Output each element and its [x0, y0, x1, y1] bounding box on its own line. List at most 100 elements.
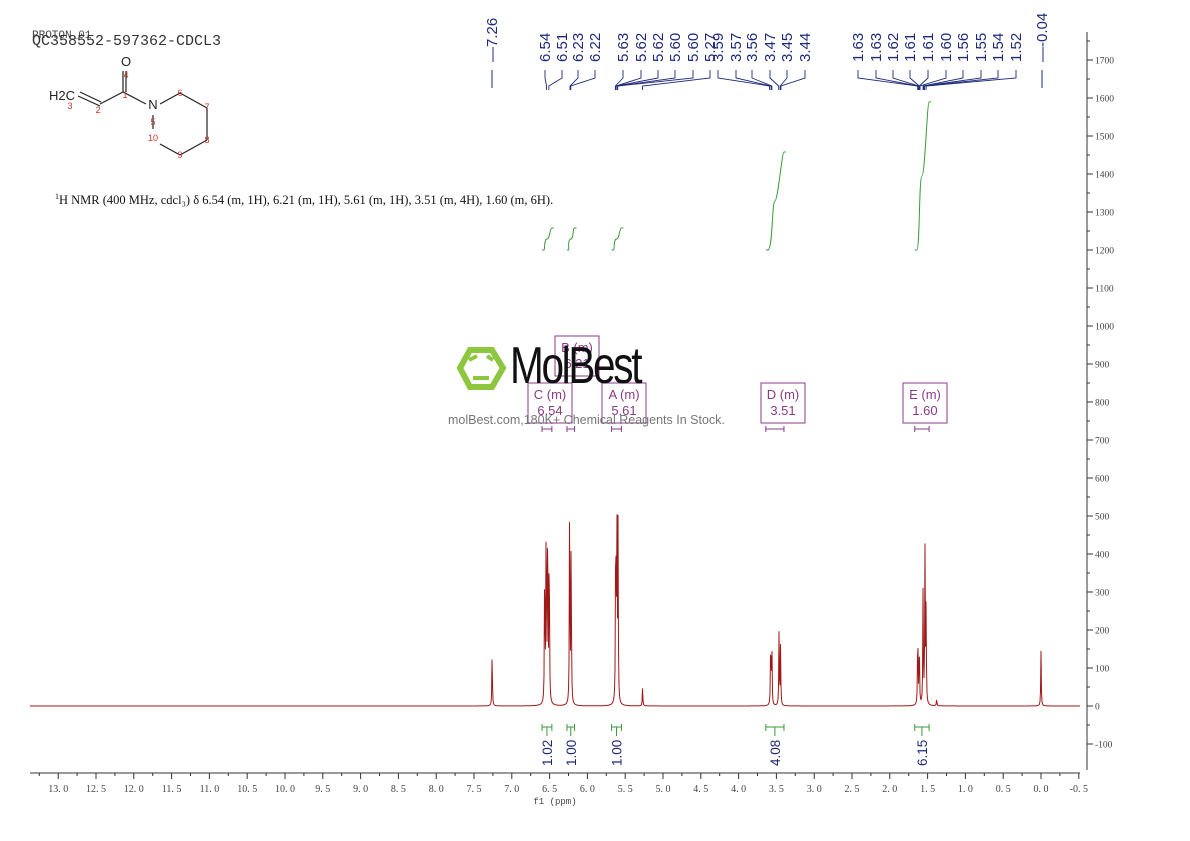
peak-label: 3.45 [779, 33, 796, 90]
sample-id-title: QC358552-597362-CDCL3 [32, 33, 222, 50]
y-tick-label: 1600 [1095, 95, 1114, 105]
peak-label: 1.63 [868, 33, 919, 90]
x-tick-label: 2. 5 [845, 784, 860, 795]
integral-value: 6.15 [915, 740, 930, 766]
y-tick-label: 1700 [1095, 57, 1114, 67]
peak-label: 6.51 [548, 33, 571, 90]
peak-label: 6.23 [569, 33, 587, 90]
svg-text:3.45: 3.45 [779, 33, 796, 62]
y-tick-label: 1000 [1095, 323, 1114, 333]
multiplet-box-d: D (m)3.51 [760, 382, 806, 432]
x-axis-label: f1 (ppm) [533, 797, 576, 807]
multiplet-box-c: C (m)6.54 [527, 382, 573, 432]
svg-text:1.63: 1.63 [850, 33, 867, 62]
svg-text:1.63: 1.63 [868, 33, 885, 62]
x-tick-label: 8. 0 [429, 784, 444, 795]
x-tick-label: 10. 0 [275, 784, 295, 795]
x-tick-label: 9. 5 [315, 784, 330, 795]
peak-label: 1.60 [919, 33, 955, 90]
x-tick-label: -0. 5 [1070, 784, 1088, 795]
multiplet-box-b: B (m)6.21 [554, 335, 600, 432]
x-tick-label: 4. 0 [731, 784, 746, 795]
atom-label: N [148, 97, 157, 112]
peak-label: 3.56 [744, 33, 773, 90]
x-tick-label: 1. 0 [958, 784, 973, 795]
x-tick-label: 5. 0 [656, 784, 671, 795]
svg-text:1.61: 1.61 [920, 33, 937, 62]
svg-text:—-0.04: —-0.04 [1034, 13, 1051, 62]
y-tick-label: 600 [1095, 475, 1110, 485]
peak-label: 3.57 [728, 33, 772, 90]
svg-text:5.27: 5.27 [702, 33, 719, 62]
svg-text:6.22: 6.22 [587, 33, 604, 62]
atom-number: 2 [95, 105, 100, 115]
y-tick-label: 1200 [1095, 247, 1114, 257]
x-tick-label: 4. 5 [693, 784, 708, 795]
x-tick-label: 12. 0 [124, 784, 144, 795]
x-tick-label: 7. 0 [504, 784, 519, 795]
peak-label: 1.61 [918, 33, 937, 90]
atom-number: 5 [150, 117, 155, 127]
svg-text:B (m): B (m) [561, 340, 593, 355]
atom-number: 8 [204, 135, 209, 145]
svg-text:3.59: 3.59 [710, 33, 727, 62]
y-tick-label: -100 [1095, 741, 1113, 751]
svg-text:—7.26: —7.26 [484, 18, 501, 62]
y-tick-label: 1500 [1095, 133, 1114, 143]
x-tick-label: 5. 5 [618, 784, 633, 795]
peak-label: 5.63 [614, 33, 632, 90]
svg-text:5.62: 5.62 [633, 33, 650, 62]
multiplet-box-e: E (m)1.60 [902, 382, 948, 432]
integral-curve [542, 227, 554, 251]
y-tick-label: 1100 [1095, 285, 1114, 295]
peak-label: 5.27 [642, 33, 719, 90]
peak-label: 1.56 [922, 33, 972, 90]
peak-label: —-0.04 [1034, 13, 1051, 88]
svg-text:5.61: 5.61 [611, 403, 636, 418]
atom-number: 10 [148, 133, 158, 143]
x-tick-label: 12. 5 [86, 784, 106, 795]
y-tick-label: 800 [1095, 399, 1110, 409]
atom-number: 7 [204, 102, 209, 112]
integral-value: 1.00 [564, 740, 579, 766]
svg-text:3.57: 3.57 [728, 33, 745, 62]
peak-label: 3.44 [780, 33, 814, 90]
integral-region: 1.00 [564, 724, 579, 766]
peak-label: 1.52 [925, 33, 1025, 90]
svg-text:3.51: 3.51 [770, 403, 795, 418]
integral-region: 6.15 [914, 724, 930, 766]
svg-text:1.60: 1.60 [912, 403, 937, 418]
svg-text:5.62: 5.62 [650, 33, 667, 62]
peak-label: —7.26 [484, 18, 501, 88]
atom-number: 9 [177, 150, 182, 160]
svg-text:1.62: 1.62 [885, 33, 902, 62]
experiment-label: PROTON_01 [32, 30, 92, 42]
y-tick-label: 500 [1095, 513, 1110, 523]
watermark-tagline: molBest.com,180K+ Chemical Reagents In S… [448, 413, 725, 427]
svg-text:6.21: 6.21 [564, 356, 589, 371]
x-tick-label: 0. 0 [1034, 784, 1049, 795]
x-tick-label: 7. 5 [467, 784, 482, 795]
x-tick-label: 2. 0 [882, 784, 897, 795]
svg-text:6.51: 6.51 [554, 33, 571, 62]
watermark-logo-text: MolBest [510, 337, 642, 395]
x-tick-label: 3. 0 [807, 784, 822, 795]
svg-text:3.44: 3.44 [797, 33, 814, 62]
integral-curve [611, 227, 624, 251]
integral-region: 1.00 [610, 724, 625, 766]
integral-value: 1.00 [610, 740, 625, 766]
y-tick-label: 900 [1095, 361, 1110, 371]
integral-curve [914, 101, 932, 251]
x-tick-label: 11. 0 [200, 784, 220, 795]
y-tick-label: 0 [1095, 703, 1100, 713]
peak-label: 1.55 [923, 33, 990, 90]
svg-text:A (m): A (m) [608, 387, 639, 402]
y-tick-label: 100 [1095, 665, 1110, 675]
peak-label: 1.62 [885, 33, 919, 90]
y-tick-label: 1400 [1095, 171, 1114, 181]
peak-label: 6.22 [570, 33, 604, 90]
svg-text:E (m): E (m) [909, 387, 941, 402]
x-tick-label: 11. 5 [162, 784, 182, 795]
y-tick-label: 300 [1095, 589, 1110, 599]
svg-text:5.63: 5.63 [615, 33, 632, 62]
